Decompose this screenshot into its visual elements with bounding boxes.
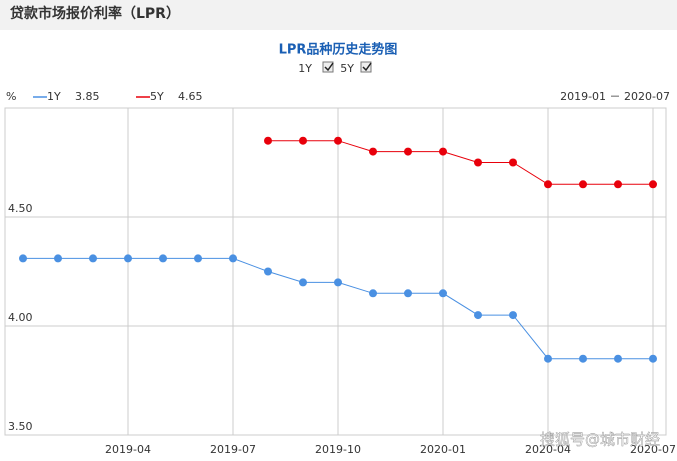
data-point bbox=[54, 254, 62, 263]
x-tick-label: 2019-10 bbox=[315, 443, 361, 456]
data-point bbox=[404, 147, 412, 156]
data-point bbox=[439, 147, 447, 156]
chart-title: LPR品种历史走势图 bbox=[279, 42, 398, 58]
x-tick-label: 2020-01 bbox=[420, 443, 466, 456]
data-point bbox=[544, 180, 552, 189]
x-tick-label: 2020-04 bbox=[525, 443, 571, 456]
x-tick-label: 2019-04 bbox=[105, 443, 151, 456]
data-point bbox=[334, 136, 342, 145]
toggle-label: 1Y bbox=[298, 62, 312, 75]
data-point bbox=[299, 278, 307, 287]
data-point bbox=[509, 311, 517, 320]
data-point bbox=[474, 311, 482, 320]
data-point bbox=[159, 254, 167, 263]
y-tick-label: 4.00 bbox=[8, 311, 33, 324]
watermark: 搜狐号@城市财经 bbox=[540, 431, 660, 449]
data-point bbox=[369, 147, 377, 156]
data-point bbox=[614, 180, 622, 189]
data-point bbox=[334, 278, 342, 287]
header-bar bbox=[0, 0, 677, 30]
data-point bbox=[264, 267, 272, 276]
data-point bbox=[544, 354, 552, 363]
checkbox[interactable] bbox=[360, 61, 372, 73]
data-point bbox=[89, 254, 97, 263]
data-point bbox=[404, 289, 412, 298]
data-point bbox=[124, 254, 132, 263]
y-tick-label: 3.50 bbox=[8, 420, 33, 433]
y-axis-label: % bbox=[6, 90, 16, 103]
data-point bbox=[369, 289, 377, 298]
legend-label: 1Y bbox=[47, 90, 61, 103]
series-line bbox=[268, 140, 653, 185]
date-range: 2019-01 － 2020-07 bbox=[560, 90, 670, 103]
data-point bbox=[474, 158, 482, 167]
header-title: 贷款市场报价利率（LPR） bbox=[10, 5, 180, 22]
data-point bbox=[19, 254, 27, 263]
data-point bbox=[439, 289, 447, 298]
data-point bbox=[614, 354, 622, 363]
x-tick-label: 2019-07 bbox=[210, 443, 256, 456]
checkbox[interactable] bbox=[322, 61, 334, 73]
data-point bbox=[579, 180, 587, 189]
data-point bbox=[229, 254, 237, 263]
data-point bbox=[649, 180, 657, 189]
data-point bbox=[194, 254, 202, 263]
data-point bbox=[509, 158, 517, 167]
data-point bbox=[264, 136, 272, 145]
legend-value: 4.65 bbox=[178, 90, 203, 103]
x-tick-label: 2020-07 bbox=[630, 443, 676, 456]
data-point bbox=[649, 354, 657, 363]
data-point bbox=[299, 136, 307, 145]
y-tick-label: 4.50 bbox=[8, 202, 33, 215]
legend-value: 3.85 bbox=[75, 90, 100, 103]
data-point bbox=[579, 354, 587, 363]
toggle-label: 5Y bbox=[340, 62, 354, 75]
plot-frame bbox=[4, 107, 667, 436]
legend-label: 5Y bbox=[150, 90, 164, 103]
